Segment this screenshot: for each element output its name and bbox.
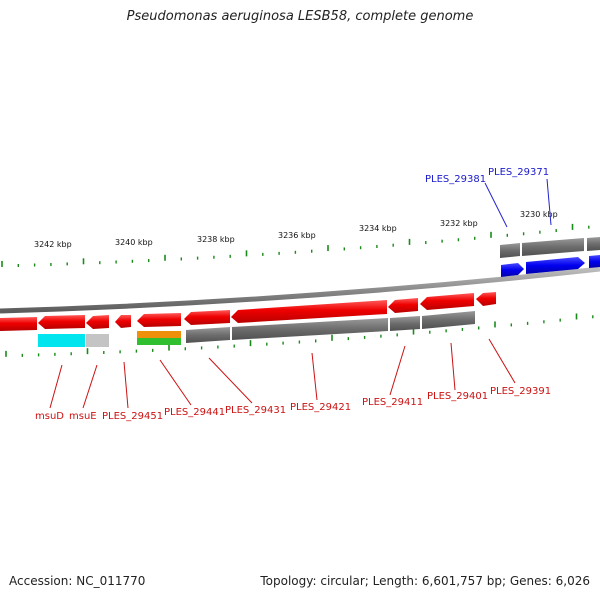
orange-feature[interactable]: [137, 331, 181, 338]
gene-label-PLES-29381[interactable]: PLES_29381: [425, 174, 486, 185]
kbp-label: 3230 kbp: [520, 210, 558, 219]
reverse-strand-features: [38, 311, 475, 347]
gene-label-PLES-29411[interactable]: PLES_29411: [362, 397, 423, 408]
forward-strand-features: [500, 237, 600, 277]
gene-label-PLES-29371[interactable]: PLES_29371: [488, 167, 549, 178]
red-gene-arrow[interactable]: [86, 315, 109, 329]
gray-feature[interactable]: [500, 243, 520, 258]
kbp-ruler-labels: 3242 kbp 3240 kbp 3238 kbp 3236 kbp 3234…: [34, 210, 558, 249]
genome-summary-text: Topology: circular; Length: 6,601,757 bp…: [260, 574, 590, 588]
gene-label-msuD[interactable]: msuD: [35, 411, 64, 422]
red-gene-arrow[interactable]: [476, 292, 496, 306]
gene-label-PLES-29421[interactable]: PLES_29421: [290, 402, 351, 413]
light-gray-feature[interactable]: [86, 334, 109, 347]
red-gene-arrow[interactable]: [420, 293, 474, 310]
red-gene-arrow[interactable]: [184, 310, 230, 325]
red-gene-arrow[interactable]: [0, 317, 37, 331]
gray-feature[interactable]: [522, 238, 584, 256]
blue-gene-arrow[interactable]: [589, 255, 600, 268]
red-gene-arrow[interactable]: [38, 315, 85, 329]
lower-tick-row: [5, 313, 594, 357]
cyan-feature[interactable]: [38, 334, 85, 347]
gene-label-PLES-29451[interactable]: PLES_29451: [102, 411, 163, 422]
gene-label-PLES-29401[interactable]: PLES_29401: [427, 391, 488, 402]
gene-label-PLES-29431[interactable]: PLES_29431: [225, 405, 286, 416]
gray-feature[interactable]: [232, 318, 388, 340]
gray-feature[interactable]: [422, 311, 475, 329]
upper-tick-row: [1, 223, 590, 267]
red-gene-arrow[interactable]: [231, 300, 387, 323]
kbp-label: 3238 kbp: [197, 235, 235, 244]
accession-text: Accession: NC_011770: [9, 574, 146, 588]
kbp-label: 3242 kbp: [34, 240, 72, 249]
red-gene-arrow[interactable]: [137, 313, 181, 327]
reverse-gene-labels: msuD msuE PLES_29451 PLES_29441 PLES_294…: [35, 338, 551, 422]
gray-feature[interactable]: [587, 237, 600, 251]
kbp-label: 3240 kbp: [115, 238, 153, 247]
gene-label-msuE[interactable]: msuE: [69, 411, 97, 422]
genome-backbone: [0, 266, 600, 314]
kbp-label: 3236 kbp: [278, 231, 316, 240]
gene-label-PLES-29391[interactable]: PLES_29391: [490, 386, 551, 397]
gene-label-PLES-29441[interactable]: PLES_29441: [164, 407, 225, 418]
forward-gene-labels: PLES_29381 PLES_29371: [425, 167, 552, 228]
kbp-label: 3232 kbp: [440, 219, 478, 228]
green-feature[interactable]: [137, 338, 181, 345]
blue-gene-arrow[interactable]: [526, 257, 585, 274]
kbp-label: 3234 kbp: [359, 224, 397, 233]
blue-gene-arrow[interactable]: [501, 263, 524, 277]
reverse-strand-genes: [0, 292, 496, 331]
gray-feature[interactable]: [186, 327, 230, 343]
gray-feature[interactable]: [390, 316, 420, 331]
red-gene-arrow[interactable]: [115, 315, 131, 328]
map-title: Pseudomonas aeruginosa LESB58, complete …: [126, 9, 474, 24]
red-gene-arrow[interactable]: [388, 298, 418, 313]
